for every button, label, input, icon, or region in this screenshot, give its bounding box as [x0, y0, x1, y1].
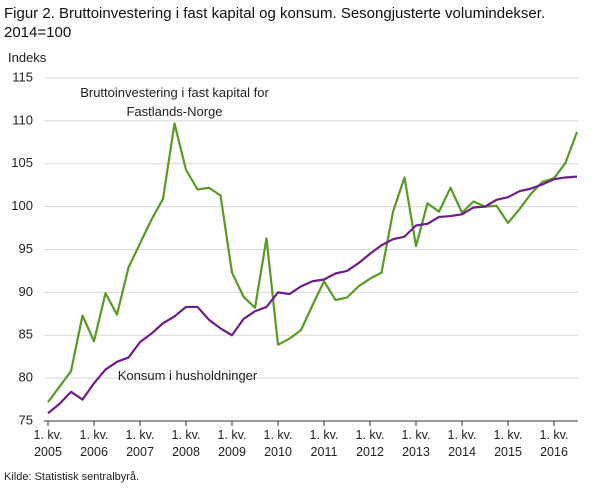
y-tick-label: 80 [19, 370, 33, 385]
x-tick-label: 1. kv. 2008 [171, 428, 201, 459]
x-tick-label: 1. kv. 2011 [309, 428, 339, 459]
x-tick-label: 1. kv. 2005 [33, 428, 63, 459]
series-line [47, 122, 579, 403]
x-tick-label: 1. kv. 2015 [493, 428, 523, 459]
series-label: Bruttoinvestering i fast kapital for Fas… [80, 85, 269, 119]
x-tick-label: 1. kv. 2009 [217, 428, 247, 459]
x-tick-label: 1. kv. 2010 [263, 428, 293, 459]
x-tick-label: 1. kv. 2006 [79, 428, 109, 459]
y-tick-label: 115 [12, 69, 33, 84]
x-tick-label: 1. kv. 2014 [447, 428, 477, 459]
y-tick-label: 75 [19, 412, 33, 427]
y-tick-label: 95 [19, 241, 33, 256]
x-tick-label: 1. kv. 2013 [401, 428, 431, 459]
chart-title: Figur 2. Bruttoinvestering i fast kapita… [4, 5, 546, 41]
y-tick-label: 90 [19, 284, 33, 299]
x-tick-label: 1. kv. 2012 [355, 428, 385, 459]
y-tick-label: 85 [19, 327, 33, 342]
y-axis-label: Indeks [8, 50, 47, 65]
y-tick-label: 110 [12, 112, 33, 127]
y-tick-label: 105 [11, 155, 33, 170]
series-label: Konsum i husholdninger [117, 368, 258, 383]
series-line [47, 175, 578, 415]
x-tick-label: 1. kv. 2016 [539, 428, 569, 459]
x-tick-label: 1. kv. 2007 [125, 428, 155, 459]
source: Kilde: Statistisk sentralbyrå. [4, 471, 140, 483]
y-tick-label: 100 [11, 198, 33, 213]
